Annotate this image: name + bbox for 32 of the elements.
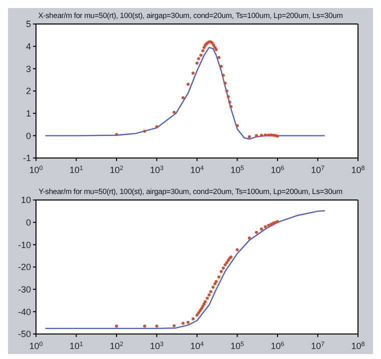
- x-tick-label: 10$^{4}$: [190, 340, 204, 351]
- y-tick-label: 2: [26, 86, 31, 96]
- y-tick-label: 4: [26, 42, 31, 52]
- x-tick-label: 10$^{2}$: [110, 340, 124, 351]
- y-tick-label: -10: [18, 240, 31, 250]
- x-tick-label: 10$^{2}$: [110, 164, 124, 175]
- x-tick-label: 10$^{8}$: [351, 340, 366, 351]
- y-tick-label: 1: [26, 108, 31, 119]
- x-tick-label: 10$^{1}$: [69, 340, 84, 351]
- y-tick-label: -1: [22, 153, 31, 164]
- x-tick-label: 10$^{1}$: [69, 164, 84, 175]
- y-tick-label: -30: [18, 284, 31, 295]
- y-tick-label: -50: [18, 329, 31, 340]
- y-tick-label: 10: [20, 195, 31, 206]
- x-tick-label: 10$^{6}$: [270, 340, 285, 351]
- x-tick-label: 10$^{7}$: [310, 164, 325, 175]
- x-tick-label: 10$^{7}$: [310, 340, 325, 351]
- y-tick-label: 0: [26, 130, 31, 141]
- x-tick-label: 10$^{0}$: [29, 340, 44, 351]
- x-tick-label: 10$^{4}$: [190, 164, 204, 175]
- y-tick-label: 0: [26, 218, 31, 228]
- x-tick-label: 10$^{8}$: [351, 164, 366, 175]
- y-tick-label: -20: [18, 262, 31, 272]
- y-tick-label: 5: [26, 19, 31, 30]
- x-tick-label: 10$^{3}$: [150, 164, 164, 175]
- x-tick-label: 10$^{0}$: [29, 164, 44, 175]
- x-tick-label: 10$^{6}$: [270, 164, 285, 175]
- y-tick-label: 3: [26, 64, 31, 74]
- x-tick-label: 10$^{3}$: [150, 340, 164, 351]
- y-tick-label: -40: [18, 306, 31, 317]
- x-tick-label: 10$^{5}$: [230, 164, 244, 175]
- x-tick-label: 10$^{5}$: [230, 340, 244, 351]
